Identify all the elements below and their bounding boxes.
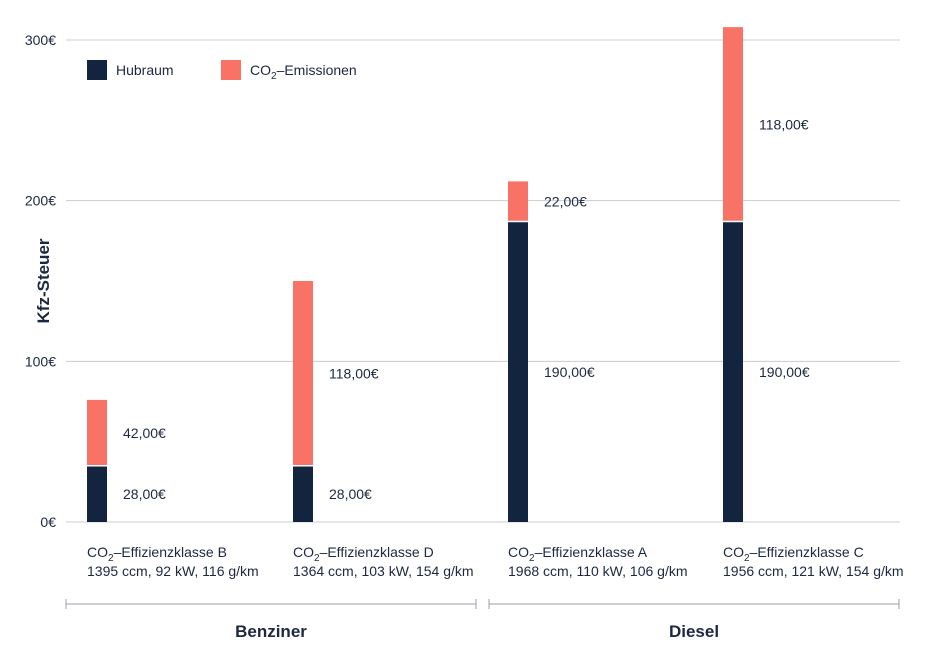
data-label: 42,00€	[123, 425, 166, 441]
group-label: Benziner	[235, 622, 307, 641]
data-label: 118,00€	[329, 365, 379, 381]
data-label: 190,00€	[544, 364, 595, 380]
legend-label-co2: CO2–Emissionen	[250, 62, 357, 82]
data-label: 190,00€	[759, 364, 810, 380]
data-label: 28,00€	[123, 486, 166, 502]
category-label-line2: 1968 ccm, 110 kW, 106 g/km	[508, 563, 688, 579]
bars	[87, 27, 743, 522]
category-label-line1: CO2–Effizienzklasse D	[293, 544, 434, 564]
bar-segment-co2	[723, 27, 743, 222]
y-tick-label: 300€	[25, 32, 56, 48]
legend-label-hubraum: Hubraum	[116, 62, 174, 78]
bar-segment-co2	[508, 181, 528, 222]
bar-segment-hubraum	[508, 221, 528, 522]
legend: Hubraum CO2–Emissionen	[87, 60, 357, 82]
category-label-line1: CO2–Effizienzklasse C	[723, 544, 864, 564]
group-label: Diesel	[669, 622, 719, 641]
data-labels: 28,00€ 42,00€ 28,00€ 118,00€ 190,00€ 22,00€ 19…	[123, 116, 810, 502]
category-label-line2: 1956 ccm, 121 kW, 154 g/km	[723, 563, 904, 579]
category-label-line2: 1364 ccm, 103 kW, 154 g/km	[293, 563, 474, 579]
legend-swatch-co2	[221, 60, 241, 80]
bar-segment-hubraum	[293, 465, 313, 522]
bar-segment-co2	[87, 399, 107, 466]
category-label-line2: 1395 ccm, 92 kW, 116 g/km	[87, 563, 259, 579]
y-tick-label: 100€	[25, 353, 56, 369]
y-axis-label: Kfz-Steuer	[34, 238, 53, 323]
y-tick-label: 0€	[40, 514, 56, 530]
grid-lines	[66, 39, 900, 523]
legend-swatch-hubraum	[87, 60, 107, 80]
y-tick-label: 200€	[25, 193, 56, 209]
data-label: 118,00€	[759, 116, 809, 132]
group-brackets: Benziner Diesel	[65, 599, 900, 641]
y-axis-ticks: 0€ 100€ 200€ 300€	[25, 32, 56, 530]
category-label-line1: CO2–Effizienzklasse B	[87, 544, 227, 564]
data-label: 22,00€	[544, 193, 587, 209]
bar-segment-co2	[293, 281, 313, 466]
data-label: 28,00€	[329, 486, 372, 502]
category-label-line1: CO2–Effizienzklasse A	[508, 544, 648, 564]
bar-segment-hubraum	[723, 221, 743, 522]
bar-segment-hubraum	[87, 465, 107, 522]
